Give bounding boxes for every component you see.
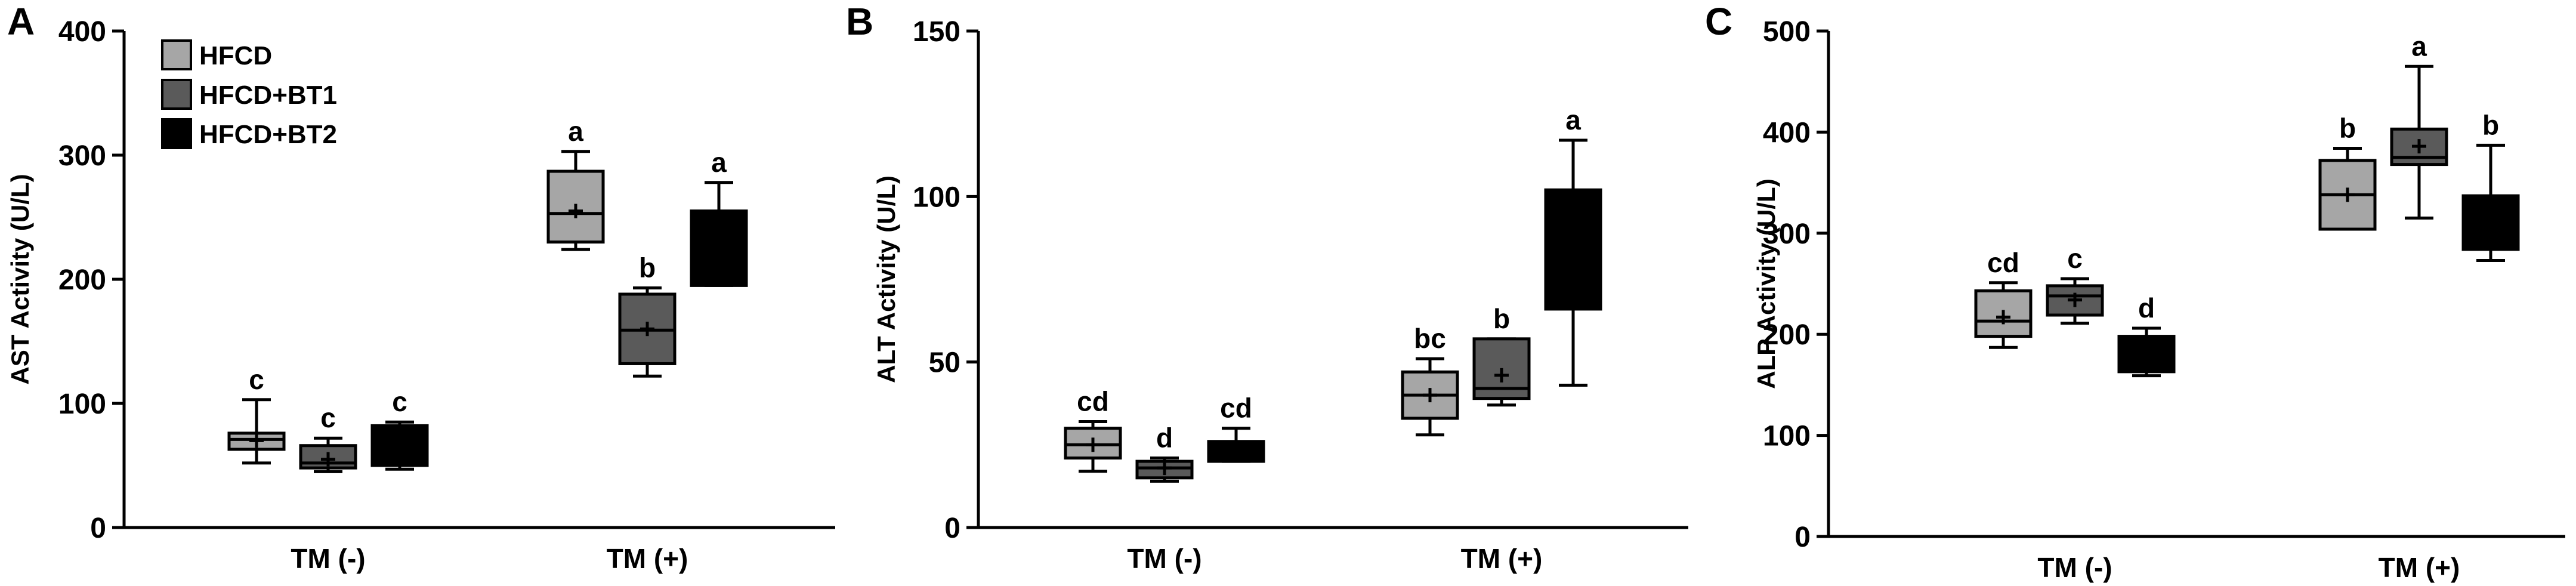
box-hfcd-tm-pos: b bbox=[2318, 113, 2377, 231]
significance-label: b bbox=[639, 252, 656, 283]
significance-label: d bbox=[1156, 422, 1173, 454]
y-tick-label: 500 bbox=[1763, 16, 1811, 48]
significance-label: a bbox=[711, 147, 727, 178]
category-label: TM (-) bbox=[2037, 552, 2112, 583]
panel-letter: C bbox=[1705, 0, 1732, 43]
legend: HFCD HFCD+BT1 HFCD+BT2 bbox=[161, 39, 337, 149]
y-tick-label: 0 bbox=[944, 513, 960, 544]
y-tick-label: 100 bbox=[913, 181, 960, 213]
legend-label: HFCD+BT2 bbox=[199, 120, 337, 149]
box-hfcd-tm-pos: a bbox=[546, 116, 605, 251]
y-axis-title: AST Activity (U/L) bbox=[6, 174, 34, 384]
significance-label: a bbox=[1565, 104, 1581, 135]
box-body bbox=[1544, 188, 1602, 311]
y-tick-label: 100 bbox=[58, 388, 106, 420]
legend-swatch bbox=[161, 118, 192, 149]
significance-label: a bbox=[2411, 30, 2427, 61]
y-tick-label: 400 bbox=[58, 16, 106, 48]
box-hfcd-bt2-tm-neg: cd bbox=[1207, 393, 1265, 463]
significance-label: c bbox=[249, 364, 264, 395]
box-hfcd-bt1-tm-neg: c bbox=[2046, 243, 2104, 325]
significance-label: bc bbox=[1414, 323, 1446, 354]
significance-label: cd bbox=[1077, 386, 1109, 417]
category-label: TM (+) bbox=[607, 543, 688, 574]
category-label: TM (+) bbox=[1461, 543, 1543, 574]
y-tick-label: 0 bbox=[90, 513, 106, 544]
box-hfcd-bt2-tm-neg: c bbox=[370, 386, 429, 471]
legend-swatch bbox=[161, 79, 192, 110]
significance-label: b bbox=[1493, 303, 1510, 334]
category-label: TM (+) bbox=[2379, 552, 2460, 583]
legend-label: HFCD bbox=[199, 41, 272, 70]
chart-panel-b: B 0 50 100 150 ALT Activity (U/L) TM (-) TM (+)… bbox=[846, 0, 1688, 574]
box-hfcd-bt2-tm-neg: d bbox=[2117, 292, 2176, 378]
y-tick-label: 50 bbox=[929, 347, 960, 379]
y-tick-label: 0 bbox=[1794, 522, 1811, 553]
box-hfcd-bt2-tm-pos: a bbox=[1544, 104, 1602, 387]
box-hfcd-tm-neg: c bbox=[227, 364, 286, 465]
y-tick-label: 150 bbox=[913, 16, 960, 48]
box-body bbox=[1974, 289, 2033, 338]
y-tick-label: 200 bbox=[1763, 319, 1811, 351]
box-hfcd-tm-neg: cd bbox=[1974, 247, 2033, 349]
box-hfcd-bt1-tm-neg: d bbox=[1135, 422, 1194, 483]
significance-label: c bbox=[320, 402, 336, 433]
y-axis-title: ALP Activity (U/L) bbox=[1752, 178, 1780, 388]
panel-letter: B bbox=[846, 0, 873, 43]
panel-letter: A bbox=[7, 0, 35, 43]
category-label: TM (-) bbox=[1127, 543, 1201, 574]
box-hfcd-bt1-tm-pos: b bbox=[1472, 303, 1531, 407]
chart-panel-a: A 0 100 200 300 400 AST Activity (U/L) TM (-) TM… bbox=[6, 0, 835, 574]
y-tick-label: 300 bbox=[58, 140, 106, 172]
significance-label: b bbox=[2339, 113, 2356, 144]
significance-label: c bbox=[392, 386, 407, 417]
chart-panel-c: C 0 100 200 300 400 500 ALP Activity (U/L) TM (-… bbox=[1705, 0, 2565, 583]
y-tick-label: 400 bbox=[1763, 117, 1811, 149]
legend-label: HFCD+BT1 bbox=[199, 81, 337, 110]
box-hfcd-tm-neg: cd bbox=[1064, 386, 1122, 473]
significance-label: cd bbox=[1987, 247, 2019, 278]
box-hfcd-bt1-tm-pos: b bbox=[618, 252, 677, 378]
y-axis-title: ALT Activity (U/L) bbox=[872, 175, 900, 383]
box-hfcd-bt1-tm-pos: a bbox=[2390, 30, 2448, 220]
significance-label: b bbox=[2482, 109, 2499, 140]
box-hfcd-bt2-tm-pos: b bbox=[2461, 109, 2520, 263]
legend-swatch bbox=[161, 39, 192, 70]
category-label: TM (-) bbox=[291, 543, 365, 574]
significance-label: d bbox=[2138, 292, 2155, 323]
box-hfcd-tm-pos: bc bbox=[1401, 323, 1459, 437]
significance-label: cd bbox=[1220, 393, 1252, 424]
y-tick-label: 300 bbox=[1763, 218, 1811, 250]
significance-label: a bbox=[568, 116, 583, 147]
significance-label: c bbox=[2067, 243, 2083, 274]
y-tick-label: 100 bbox=[1763, 421, 1811, 452]
box-hfcd-bt1-tm-neg: c bbox=[299, 402, 357, 473]
box-hfcd-bt2-tm-pos: a bbox=[690, 147, 748, 287]
y-tick-label: 200 bbox=[58, 264, 106, 296]
